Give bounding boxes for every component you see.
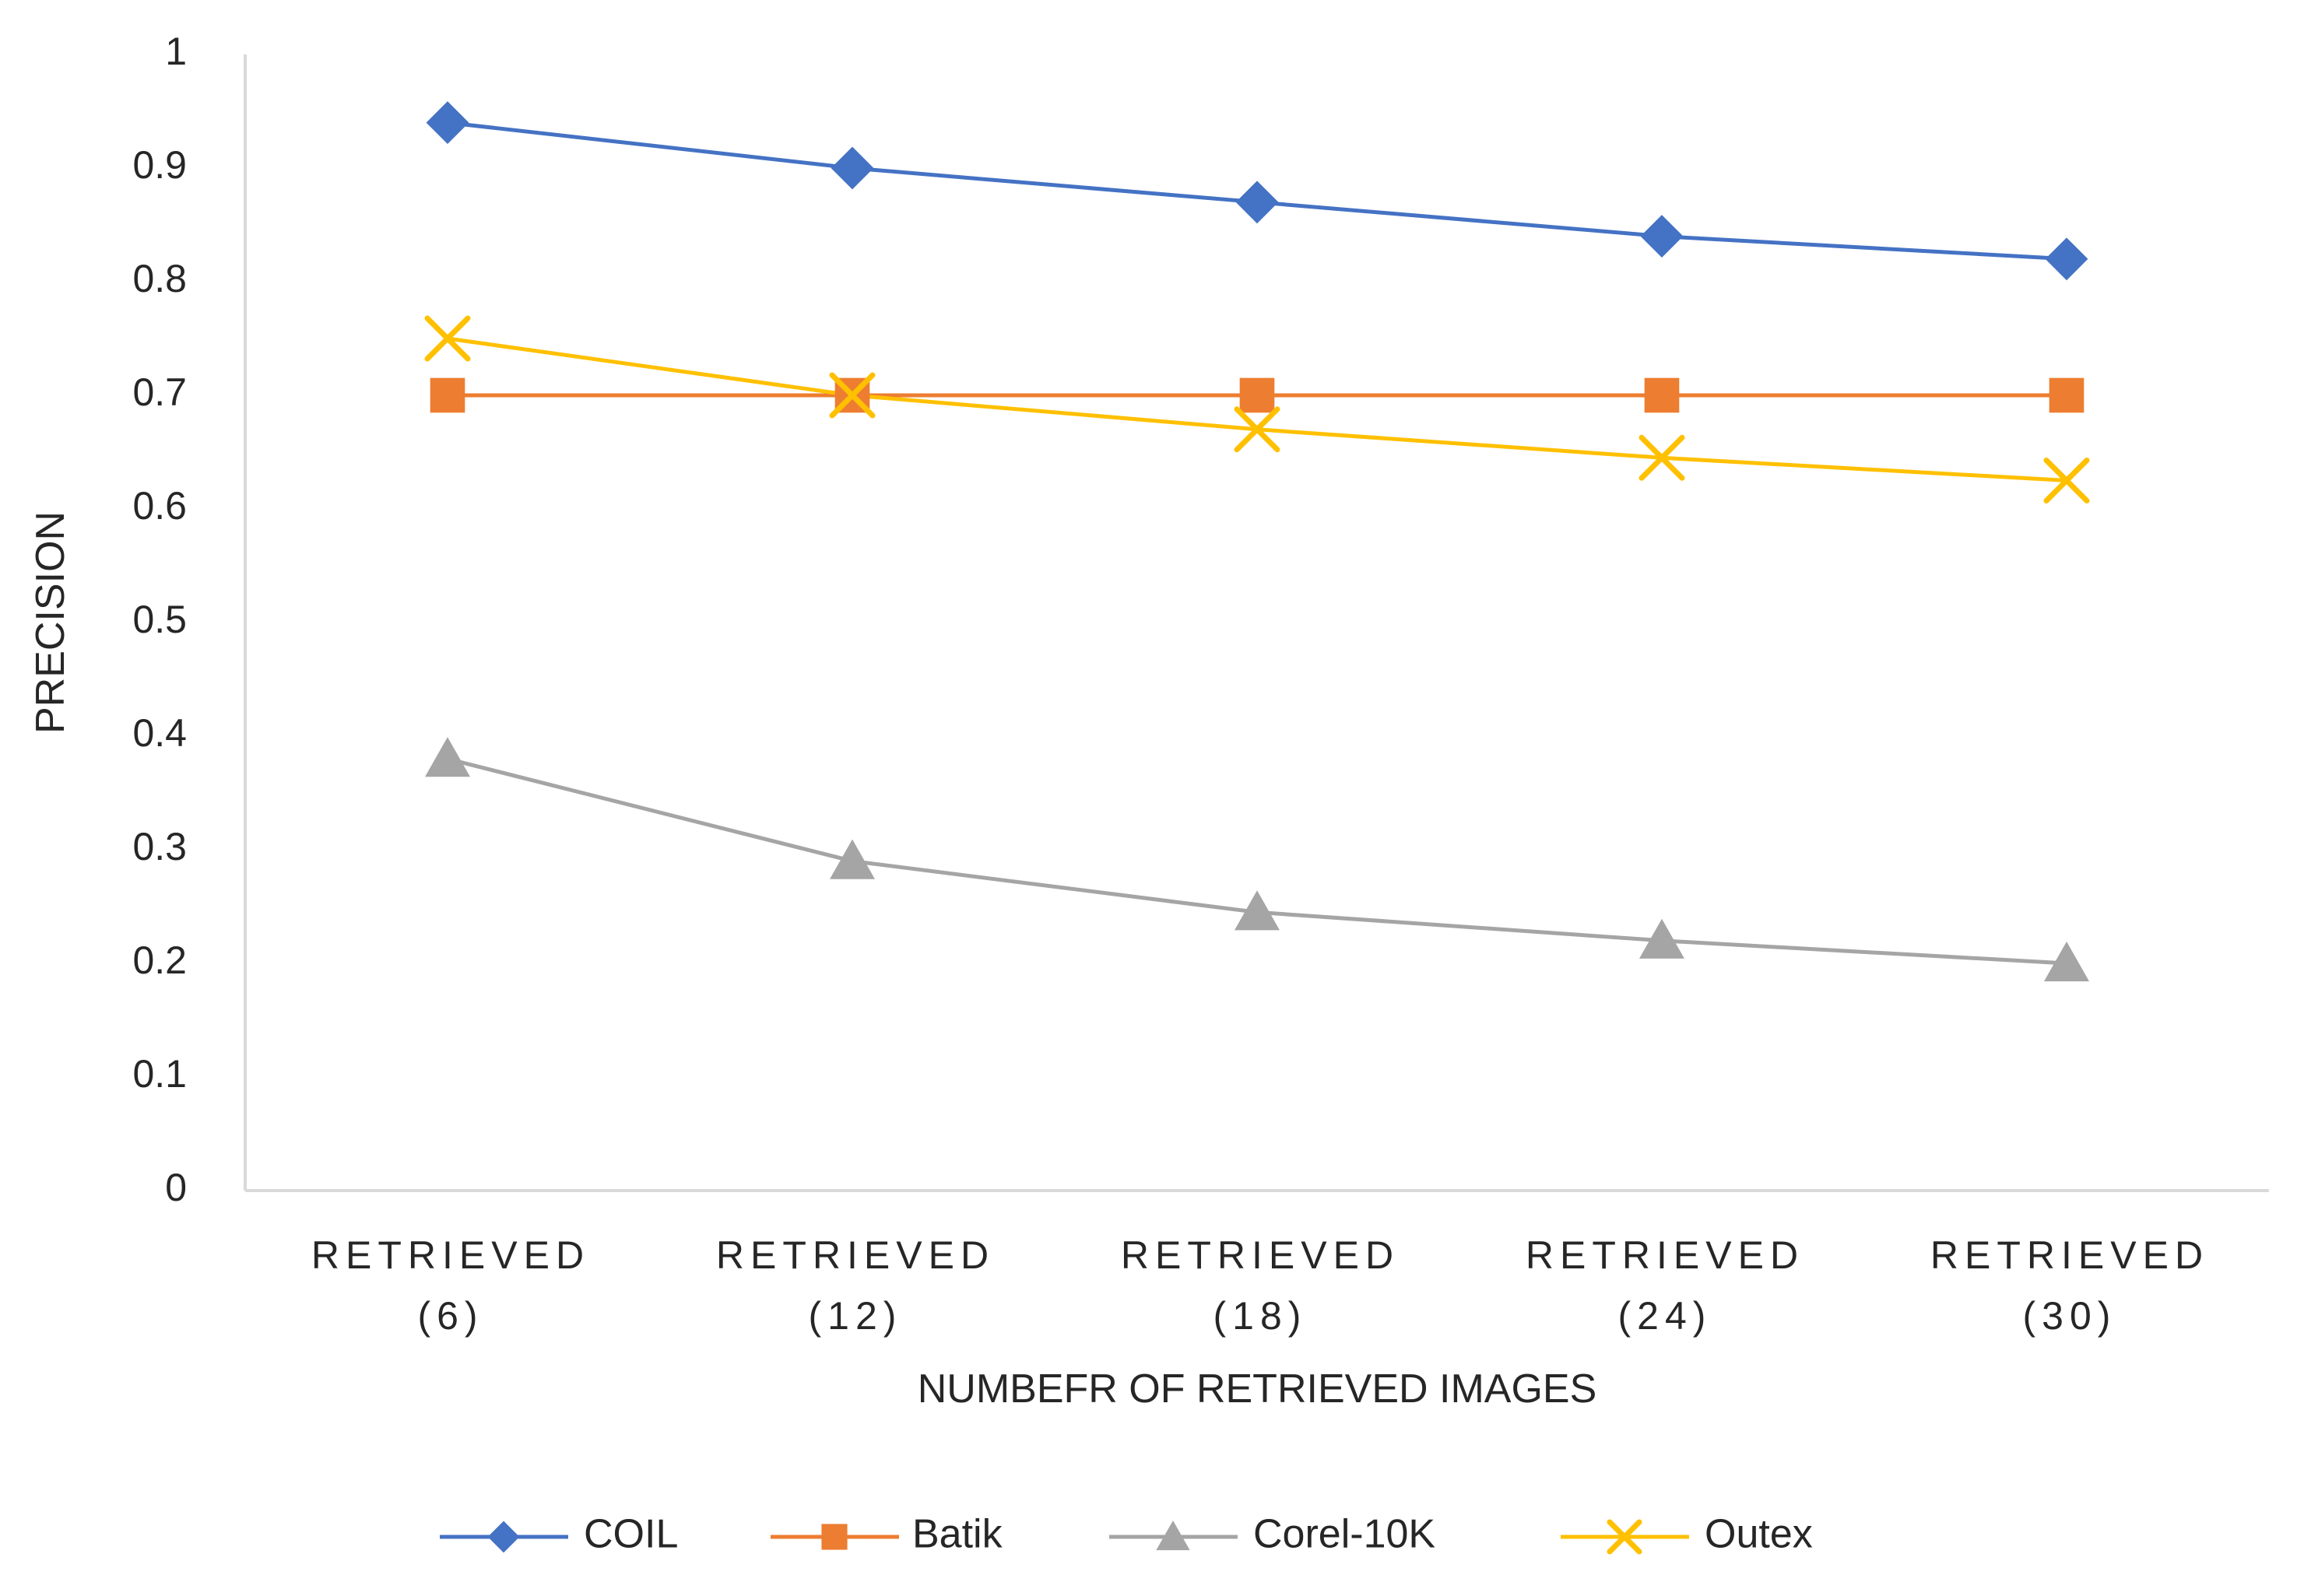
y-tick-label: 1	[165, 30, 187, 73]
x-tick-label: (12)	[809, 1294, 903, 1338]
x-tick-labels: RETRIEVED (6) RETRIEVED (12) RETRIEVED (18) RE…	[311, 1233, 2209, 1338]
data-point-batik	[1239, 377, 1275, 413]
y-tick-label: 0.6	[132, 484, 187, 528]
data-point-coil	[426, 101, 469, 145]
data-point-batik	[1644, 377, 1680, 413]
x-tick-label: (24)	[1618, 1294, 1712, 1338]
data-point-outex	[1638, 434, 1685, 481]
y-axis-title: PRECISION	[28, 511, 73, 734]
legend-item-corel-10k: Corel-10K	[1109, 1512, 1435, 1557]
y-tick-label: 0.2	[132, 938, 187, 982]
data-point-corel-10k	[2043, 941, 2090, 982]
data-point-coil	[831, 146, 874, 190]
y-tick-label: 0.4	[132, 711, 187, 755]
legend-label: Batik	[912, 1512, 1003, 1557]
x-tick-label: RETRIEVED	[311, 1233, 590, 1277]
data-point-coil	[1235, 181, 1279, 224]
y-tick-label: 0.3	[132, 825, 187, 868]
data-point-corel-10k	[1638, 918, 1685, 959]
x-tick-label: (6)	[417, 1294, 483, 1338]
legend-marker	[821, 1524, 848, 1550]
legend-label: COIL	[584, 1512, 678, 1557]
data-point-batik	[430, 377, 465, 413]
y-tick-label: 0.5	[132, 598, 187, 641]
series-markers	[424, 101, 2090, 982]
legend-label: Outex	[1705, 1512, 1813, 1557]
y-tick-label: 0.9	[132, 143, 187, 187]
x-tick-label: (18)	[1213, 1294, 1308, 1338]
data-point-coil	[2045, 237, 2088, 281]
data-point-corel-10k	[424, 737, 471, 777]
data-point-corel-10k	[829, 839, 876, 879]
series-lines	[447, 121, 2067, 966]
axes	[244, 54, 2269, 1192]
legend-label: Corel-10K	[1253, 1512, 1435, 1557]
y-tick-label: 0.1	[132, 1052, 187, 1096]
x-tick-label: RETRIEVED	[1930, 1233, 2209, 1277]
data-point-corel-10k	[1234, 890, 1280, 931]
x-tick-label: RETRIEVED	[1526, 1233, 1804, 1277]
legend-item-outex: Outex	[1561, 1512, 1813, 1557]
legend-marker	[1607, 1519, 1642, 1555]
data-point-coil	[1640, 215, 1684, 258]
legend: COIL Batik Corel-10K Outex	[440, 1512, 1813, 1557]
y-tick-label: 0.8	[132, 257, 187, 300]
legend-marker	[1156, 1520, 1190, 1551]
legend-item-batik: Batik	[771, 1512, 1003, 1557]
x-tick-label: RETRIEVED	[1121, 1233, 1400, 1277]
data-point-outex	[1234, 406, 1280, 453]
legend-marker	[487, 1521, 520, 1553]
legend-item-coil: COIL	[440, 1512, 678, 1557]
x-tick-label: RETRIEVED	[716, 1233, 995, 1277]
x-axis-title: NUMBEFR OF RETRIEVED IMAGES	[918, 1366, 1597, 1412]
x-tick-label: (30)	[2023, 1294, 2117, 1338]
y-tick-labels: 0 0.1 0.2 0.3 0.4 0.5 0.6 0.7 0.8 0.9 1	[132, 30, 187, 1209]
data-point-outex	[424, 315, 471, 362]
data-point-batik	[2049, 377, 2085, 413]
series-line-corel-10k	[447, 756, 2067, 966]
data-point-outex	[2043, 458, 2090, 503]
data-point-outex	[829, 372, 876, 419]
y-tick-label: 0	[165, 1166, 187, 1209]
y-tick-label: 0.7	[132, 370, 187, 414]
